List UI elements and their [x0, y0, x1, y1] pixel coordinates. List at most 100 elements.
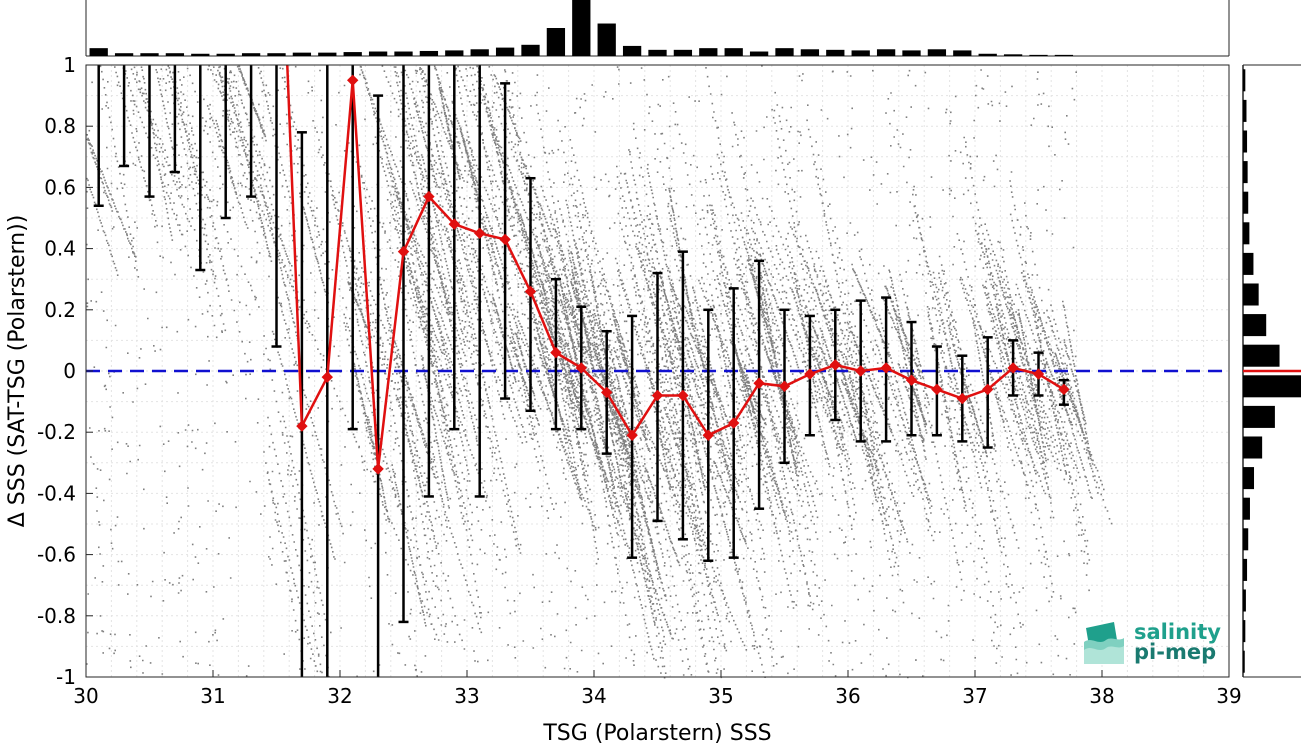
- top-hist-bar: [902, 50, 921, 56]
- top-hist-bar: [495, 47, 515, 56]
- right-hist-bar: [1243, 252, 1254, 275]
- median-point: [499, 233, 511, 246]
- median-point: [448, 218, 461, 230]
- y-tick-label: -0.6: [37, 543, 76, 567]
- median-point: [854, 365, 867, 377]
- error-bar: [246, 65, 257, 198]
- error-bar: [119, 65, 130, 168]
- error-bar: [220, 65, 231, 220]
- median-point: [829, 359, 842, 371]
- top-hist-bar: [978, 53, 997, 56]
- x-tick-label: 38: [1089, 684, 1114, 708]
- median-point: [702, 429, 715, 441]
- x-tick-label: 32: [327, 684, 352, 708]
- y-tick-label: 1: [63, 53, 76, 77]
- error-bar: [271, 65, 282, 348]
- error-bar: [169, 65, 180, 174]
- y-tick-label: 0.2: [44, 298, 76, 322]
- median-point: [727, 417, 740, 429]
- x-tick-label: 36: [835, 684, 860, 708]
- top-hist-bar: [1029, 54, 1048, 56]
- right-hist-bar: [1243, 344, 1280, 367]
- y-tick-label: -0.2: [37, 420, 76, 444]
- right-hist-bar: [1243, 222, 1250, 245]
- top-hist-bar: [800, 49, 820, 56]
- top-hist-bar: [775, 48, 794, 56]
- median-point: [880, 362, 892, 374]
- x-axis-ticks: 30 31 32 33 34 35 36 37 38 39: [73, 670, 1242, 708]
- right-hist-bar: [1243, 130, 1248, 153]
- median-point: [296, 420, 308, 432]
- y-axis-ticks: -1 -0.8 -0.6 -0.4 -0.2 0 0.2 0.4 0.6 0.8 1: [37, 53, 93, 689]
- top-hist-bar: [267, 53, 286, 56]
- y-tick-label: -1: [56, 665, 76, 689]
- error-bar: [398, 65, 409, 624]
- y-tick-label: -0.4: [37, 481, 76, 505]
- top-hist-bar: [699, 48, 718, 56]
- median-point: [651, 389, 664, 402]
- top-hist-bar: [343, 52, 362, 56]
- top-hist-bar: [394, 51, 413, 56]
- top-hist-bar: [622, 45, 642, 56]
- median-point: [905, 374, 918, 386]
- median-point: [423, 190, 435, 203]
- top-hist-bar: [165, 53, 185, 56]
- top-hist-bar: [597, 23, 616, 56]
- y-tick-label: 0: [63, 359, 76, 383]
- median-point: [575, 362, 588, 374]
- median-point: [524, 285, 537, 298]
- y-axis-title: Δ SSS (SAT-TSG (Polarstern)): [5, 215, 30, 528]
- x-tick-label: 35: [708, 684, 733, 708]
- right-hist-bar: [1243, 620, 1246, 643]
- error-bar: [93, 65, 104, 208]
- median-line: [286, 65, 1065, 470]
- median-point: [1007, 362, 1019, 374]
- right-hist-bar: [1243, 283, 1259, 306]
- right-histogram: [1242, 64, 1301, 678]
- right-hist-bar: [1243, 650, 1245, 673]
- median-point: [321, 371, 334, 383]
- top-hist-bar: [953, 50, 972, 56]
- top-hist-bar: [572, 0, 591, 56]
- top-hist-bar: [368, 51, 388, 56]
- top-hist-bar: [673, 49, 693, 56]
- top-hist-bar: [241, 53, 261, 56]
- median-point: [1032, 368, 1045, 380]
- salinity-pi-mep-logo: salinity pi-mep: [1084, 620, 1221, 664]
- median-series: [286, 65, 1070, 475]
- right-hist-bar: [1243, 161, 1248, 184]
- top-hist-bar: [419, 50, 439, 56]
- median-point: [677, 389, 689, 402]
- median-point: [473, 227, 486, 240]
- top-hist-bar: [648, 49, 667, 56]
- top-hist-bar: [470, 49, 489, 56]
- x-axis-title: TSG (Polarstern) SSS: [542, 721, 771, 745]
- error-bar: [347, 65, 358, 431]
- error-bar: [423, 65, 434, 498]
- median-point: [372, 463, 384, 475]
- median-point: [931, 383, 943, 396]
- right-hist-bar: [1243, 191, 1249, 214]
- error-bar: [144, 65, 155, 198]
- median-point: [397, 245, 410, 258]
- top-histogram: [85, 0, 1230, 57]
- top-hist-bar: [1003, 54, 1023, 56]
- right-hist-bar: [1243, 436, 1263, 459]
- y-tick-label: 0.8: [44, 114, 76, 138]
- top-hist-bar: [724, 48, 743, 56]
- top-hist-bar: [318, 52, 337, 56]
- top-hist-bar: [114, 53, 134, 56]
- right-hist-bar: [1243, 589, 1246, 612]
- median-point: [778, 380, 791, 393]
- right-hist-bar: [1243, 69, 1246, 92]
- right-hist-bar: [1243, 467, 1255, 490]
- error-bar: [373, 94, 384, 677]
- right-hist-bar: [1243, 314, 1267, 337]
- median-point: [600, 386, 613, 399]
- top-hist-bar: [876, 49, 896, 56]
- median-point: [1058, 383, 1070, 396]
- error-bar: [449, 65, 460, 431]
- x-tick-label: 39: [1216, 684, 1241, 708]
- median-point: [550, 346, 562, 359]
